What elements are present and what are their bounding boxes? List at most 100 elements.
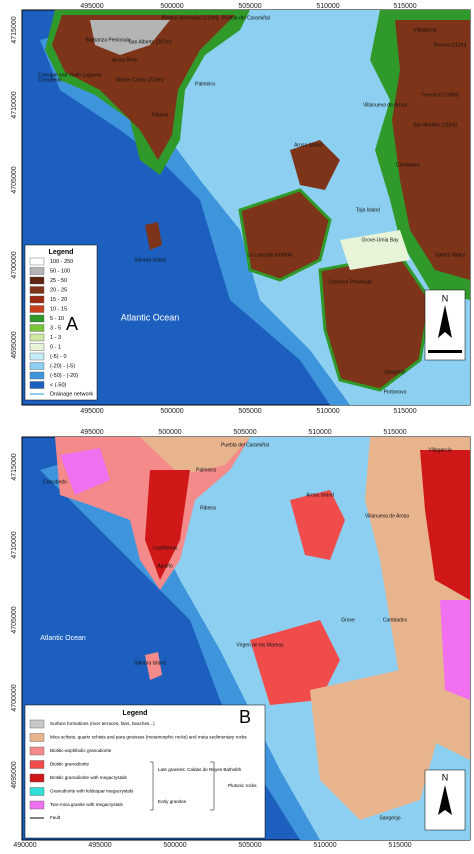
place-label: Grove-Umia Bay bbox=[362, 237, 399, 243]
place-label: Remoa (113m) bbox=[434, 42, 467, 48]
y-tick-label: 4705000 bbox=[11, 166, 18, 193]
legend-swatch bbox=[29, 305, 45, 313]
x-tick-label: 505000 bbox=[233, 429, 256, 436]
geology bbox=[310, 670, 440, 820]
geology bbox=[145, 470, 190, 580]
legend-swatch bbox=[29, 333, 45, 342]
legend-label: Biotitic granodiorite bbox=[50, 762, 90, 767]
place-label: Castiñeiras bbox=[152, 545, 178, 551]
panel-letter: A bbox=[66, 314, 78, 334]
place-label: Grove bbox=[341, 617, 355, 623]
place-label: Palmeira bbox=[195, 81, 215, 87]
x-tick-label: 510000 bbox=[316, 408, 339, 415]
place-label: Virgen de las Mareas bbox=[236, 642, 284, 648]
x-tick-label: 495000 bbox=[80, 3, 103, 10]
land bbox=[392, 20, 470, 280]
legend-swatch bbox=[29, 787, 45, 796]
place-label: Villagarcía bbox=[428, 447, 451, 453]
panel-b: Legend B Atlantic Ocean N bbox=[21, 436, 471, 841]
y-tick-label: 4700000 bbox=[11, 684, 18, 711]
ocean-label: Atlantic Ocean bbox=[121, 312, 180, 322]
place-label: Sangenjo bbox=[384, 369, 405, 375]
x-tick-label: 515000 bbox=[393, 3, 416, 10]
place-label: Barbanza Peninsula bbox=[86, 37, 131, 43]
place-label: Monte Castro (213m) bbox=[116, 77, 164, 83]
legend-label: Drainage network bbox=[50, 391, 93, 397]
y-tick-label: 4705000 bbox=[11, 606, 18, 633]
legend-label: Granodiorite with feldespar megacrystals bbox=[50, 789, 134, 794]
x-tick-label: 500000 bbox=[160, 408, 183, 415]
place-label: Sálvora Island bbox=[134, 257, 166, 263]
legend-title: Legend bbox=[123, 710, 148, 717]
legend-label: 25 - 50 bbox=[50, 278, 67, 284]
legend-swatch bbox=[29, 343, 45, 351]
legend-label: Biotitic-anphibolic granodiorite bbox=[50, 748, 112, 753]
place-label: Portonovo bbox=[384, 389, 407, 395]
legend-label: Surface formations (river terraces, fans… bbox=[50, 721, 155, 726]
y-tick-label: 4710000 bbox=[11, 531, 18, 558]
island bbox=[145, 222, 162, 250]
x-tick-label: 505000 bbox=[238, 408, 261, 415]
land bbox=[52, 15, 235, 160]
x-tick-label: 495000 bbox=[88, 842, 111, 849]
north-arrow bbox=[438, 785, 452, 815]
geology bbox=[140, 437, 250, 475]
legend-title: Legend bbox=[49, 249, 74, 256]
legend-label: 100 - 250 bbox=[50, 259, 73, 265]
place-label: Aguiño bbox=[157, 563, 173, 569]
place-label: San Alberto (207m) bbox=[128, 39, 171, 45]
x-tick-label: 515000 bbox=[388, 842, 411, 849]
x-tick-label: 510000 bbox=[316, 3, 339, 10]
y-tick-label: 4700000 bbox=[11, 251, 18, 278]
place-label: Carrapal and Vixán Lagoons bbox=[38, 72, 102, 78]
place-label: Ribeira bbox=[200, 505, 216, 511]
x-tick-label: 500000 bbox=[160, 3, 183, 10]
legend-label: 10 - 15 bbox=[50, 306, 67, 312]
legend-swatch bbox=[29, 362, 45, 370]
place-label: Corrubedo bbox=[38, 77, 62, 83]
legend-swatch bbox=[29, 314, 45, 323]
place-label: Piedras Bermejas (210m) bbox=[162, 15, 219, 21]
place-label: San Martiño (133m) bbox=[413, 122, 458, 128]
y-tick-label: 4715000 bbox=[11, 453, 18, 480]
legend-swatch bbox=[29, 371, 45, 380]
hills bbox=[90, 20, 170, 55]
place-label: Arosa River bbox=[112, 57, 138, 63]
place-label: Arosa Island bbox=[294, 142, 322, 148]
place-label: Corrubedo bbox=[43, 479, 67, 485]
land bbox=[238, 188, 332, 282]
x-tick-label: 500000 bbox=[158, 429, 181, 436]
legend-label: Mica schists, quartz schists and para gn… bbox=[50, 735, 247, 740]
bay bbox=[340, 230, 410, 270]
legend-swatch bbox=[29, 267, 45, 275]
place-label: Villanueva de Arosa bbox=[363, 102, 407, 108]
north-label: N bbox=[442, 293, 449, 303]
y-tick-label: 4695000 bbox=[11, 331, 18, 358]
legend-label: Fault bbox=[50, 815, 61, 820]
legend-swatch bbox=[29, 276, 45, 285]
panel-a: Legend A Atlantic Ocean N bbox=[21, 9, 471, 406]
place-label: Salnés Valley bbox=[435, 252, 465, 258]
legend-label: 50 - 100 bbox=[50, 268, 70, 274]
place-label: La Lanzada tombolo bbox=[247, 252, 293, 258]
land bbox=[318, 253, 432, 392]
place-label: Castrove Peninsula bbox=[328, 279, 372, 285]
x-tick-label: 510000 bbox=[313, 842, 336, 849]
legend-label: 3 - 5 bbox=[50, 325, 61, 331]
x-tick-label: 510000 bbox=[308, 429, 331, 436]
legend-label: < (-50) bbox=[50, 382, 67, 388]
panel-letter: B bbox=[239, 707, 251, 727]
geology bbox=[60, 448, 110, 495]
legend-group: Late granites: Caldas de Reyes Batholith bbox=[158, 767, 242, 772]
y-tick-label: 4695000 bbox=[11, 761, 18, 788]
north-arrow bbox=[438, 305, 452, 338]
legend-group: Early granites bbox=[158, 799, 187, 804]
geology bbox=[420, 450, 470, 600]
land bbox=[290, 140, 340, 190]
place-label: Villagarcía bbox=[413, 27, 436, 33]
place-label: Sangenjo bbox=[379, 815, 400, 821]
legend-label: Biotitic granodiorite with megacrystals bbox=[50, 775, 128, 780]
legend-label: (-20) - (-5) bbox=[50, 363, 75, 369]
